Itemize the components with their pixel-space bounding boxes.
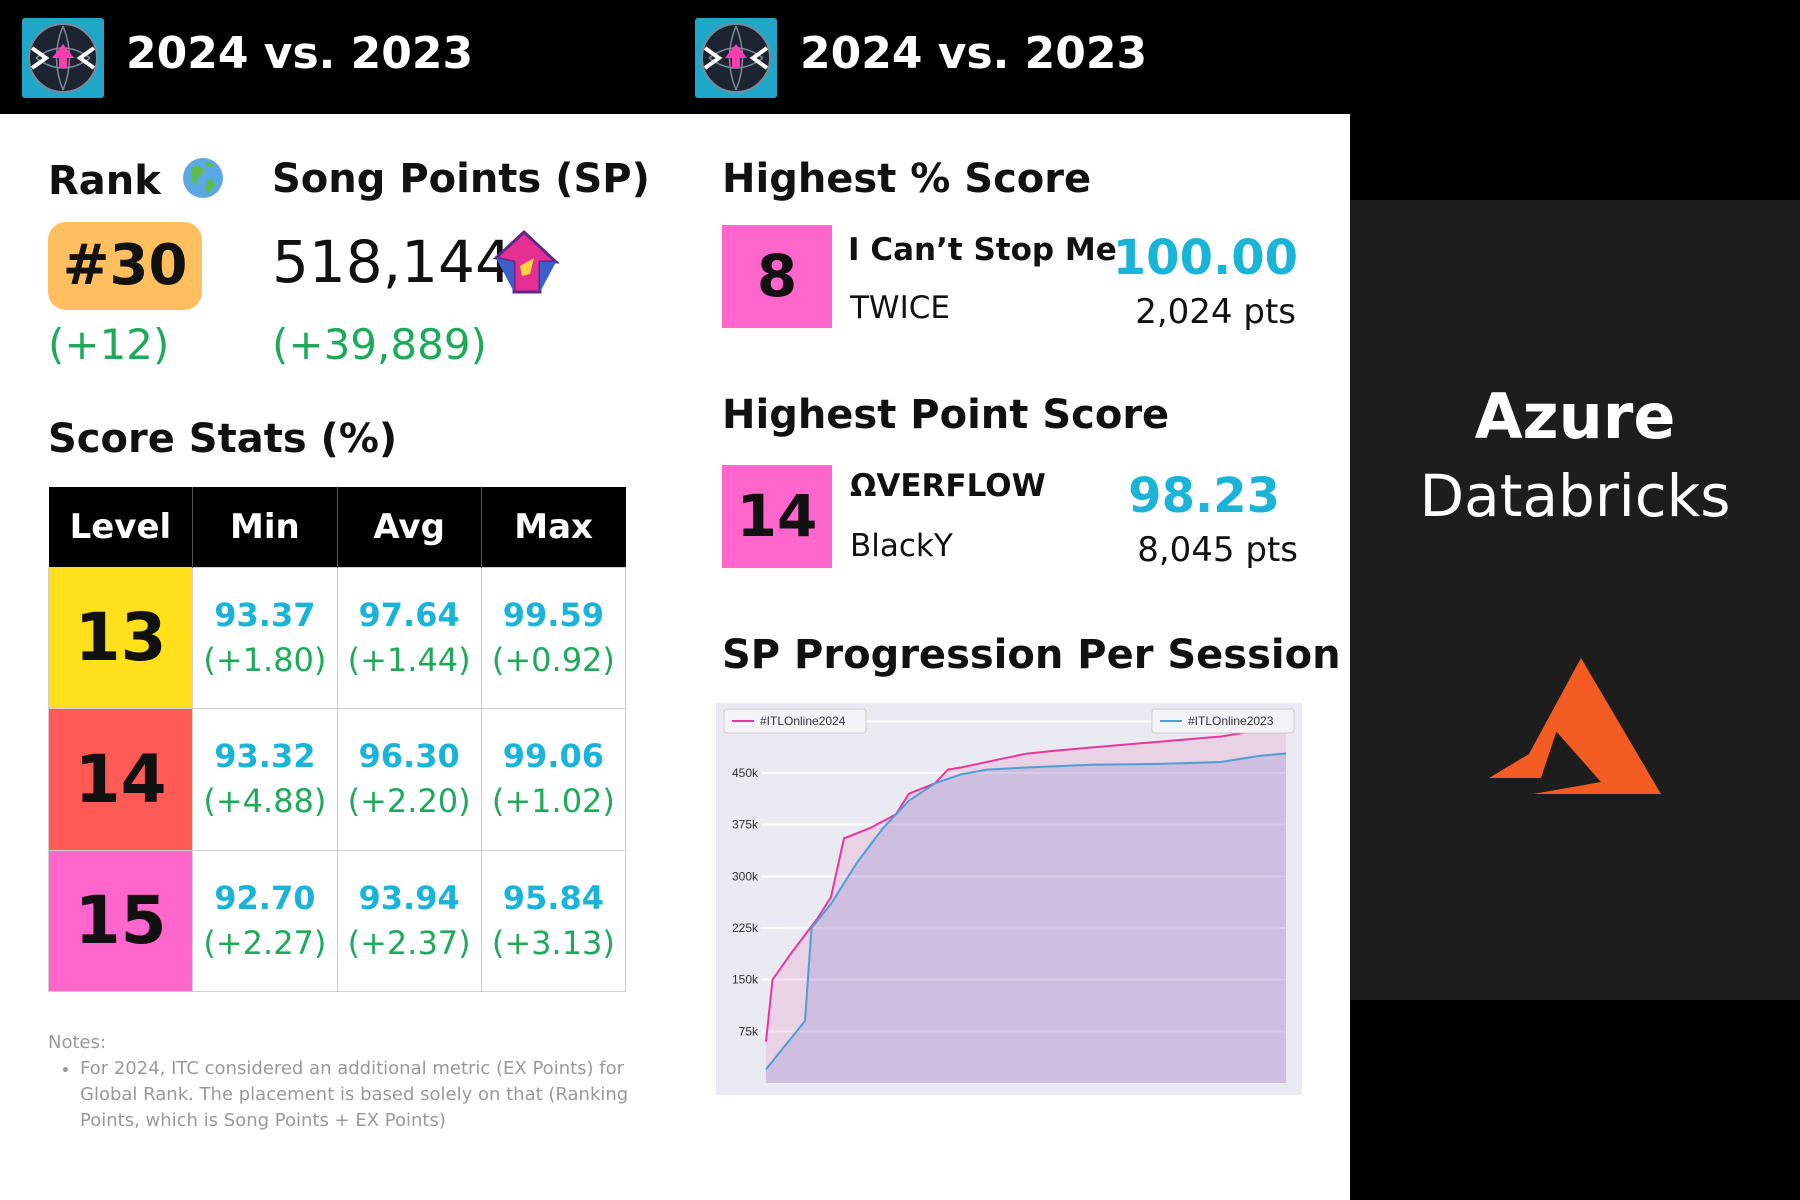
stat-cell: 93.94 (+2.37) (336, 849, 482, 992)
score-stats-table: Level Min Avg Max 13 93.37 (+1.80) 97.64 (… (47, 487, 627, 992)
stat-delta: (+2.37) (347, 923, 471, 962)
highest-point-song-title: ΩVERFLOW (850, 468, 1046, 504)
series-area (766, 753, 1286, 1083)
stat-delta: (+2.27) (203, 923, 327, 962)
azure-logo-icon (1489, 658, 1661, 794)
stat-value: 95.84 (502, 878, 604, 917)
stat-cell: 99.59 (+0.92) (480, 566, 627, 709)
azure-title: Azure (1474, 380, 1676, 453)
sp-arrow-icon (492, 229, 560, 294)
notes: Notes: For 2024, ITC considered an addit… (48, 1030, 638, 1134)
stat-value: 99.59 (502, 595, 604, 634)
itl-arrows-globe-icon (22, 18, 104, 98)
header-left: 2024 vs. 2023 (0, 0, 690, 114)
stat-delta: (+1.44) (347, 640, 471, 679)
highest-percent-score: 100.00 (1112, 230, 1298, 286)
stat-cell: 95.84 (+3.13) (480, 849, 627, 992)
series-line (765, 725, 1287, 1042)
azure-panel-top-band (1350, 0, 1800, 200)
azure-panel-bottom-band (1350, 1000, 1800, 1200)
stat-cell: 99.06 (+1.02) (480, 708, 627, 851)
sp-progression-chart-svg: 75k150k225k300k375k450k525k#ITLOnline202… (716, 703, 1302, 1095)
stat-delta: (+0.92) (491, 640, 615, 679)
stat-cell: 92.70 (+2.27) (192, 849, 338, 992)
stat-value: 93.94 (358, 878, 460, 917)
highest-percent-level: 8 (722, 225, 832, 328)
itl-logo (22, 18, 104, 98)
y-tick-label: 375k (732, 818, 759, 832)
stat-value: 96.30 (358, 737, 460, 776)
itl-logo (695, 18, 777, 98)
databricks-title: Databricks (1419, 462, 1731, 530)
stat-cell: 97.64 (+1.44) (336, 566, 482, 709)
highest-point-points: 8,045 pts (1137, 530, 1298, 570)
stat-cell: 96.30 (+2.20) (336, 708, 482, 851)
song-points-heading: Song Points (SP) (272, 156, 650, 202)
notes-label: Notes: (48, 1032, 107, 1053)
highest-percent-heading: Highest % Score (722, 156, 1092, 202)
series-line (765, 752, 1287, 1070)
stat-delta: (+3.13) (491, 923, 615, 962)
song-points-delta: (+39,889) (272, 320, 487, 369)
y-tick-label: 75k (739, 1024, 759, 1038)
notes-list: For 2024, ITC considered an additional m… (80, 1056, 638, 1134)
legend-label: #ITLOnline2023 (1188, 714, 1274, 728)
table-row: 13 93.37 (+1.80) 97.64 (+1.44) 99.59 (+0.92… (47, 566, 627, 709)
highest-point-level: 14 (722, 465, 832, 568)
y-tick-label: 450k (732, 766, 759, 780)
stat-value: 99.06 (502, 737, 604, 776)
stat-value: 97.64 (358, 595, 460, 634)
stat-delta: (+1.02) (491, 782, 615, 821)
legend-box (723, 708, 867, 734)
header-right: 2024 vs. 2023 (690, 0, 1350, 114)
highest-point-heading: Highest Point Score (722, 392, 1170, 438)
sp-progression-chart: 75k150k225k300k375k450k525k#ITLOnline202… (716, 703, 1302, 1095)
stat-value: 92.70 (214, 878, 316, 917)
stat-delta: (+2.20) (347, 782, 471, 821)
column-header: Min (192, 487, 338, 567)
level-cell: 15 (47, 849, 194, 992)
table-row: 15 92.70 (+2.27) 93.94 (+2.37) 95.84 (+3.13… (47, 849, 627, 992)
globe-americas-icon (182, 158, 223, 198)
highest-point-score: 98.23 (1128, 468, 1280, 524)
stat-value: 93.32 (214, 737, 316, 776)
level-cell: 13 (47, 566, 194, 709)
song-points-value: 518,144 (272, 228, 512, 296)
column-header: Avg (337, 487, 482, 567)
highest-percent-song-title: I Can’t Stop Me (848, 232, 1117, 268)
highest-percent-points: 2,024 pts (1135, 292, 1296, 332)
stat-cell: 93.32 (+4.88) (192, 708, 338, 851)
rank-heading-text: Rank (48, 158, 161, 204)
rank-delta: (+12) (48, 320, 170, 369)
column-header: Max (481, 487, 626, 567)
table-header-row: Level Min Avg Max (48, 487, 626, 567)
column-header: Level (48, 487, 194, 567)
stat-delta: (+4.88) (203, 782, 327, 821)
rank-heading: Rank (48, 156, 225, 204)
highest-percent-artist: TWICE (850, 290, 950, 326)
legend-box (1151, 708, 1295, 734)
highest-point-artist: BlackY (850, 528, 953, 564)
header-title: 2024 vs. 2023 (800, 28, 1148, 79)
azure-databricks-panel: Azure Databricks (1350, 200, 1800, 1000)
legend-label: #ITLOnline2024 (760, 714, 846, 728)
y-tick-label: 150k (732, 973, 759, 987)
y-tick-label: 225k (732, 921, 759, 935)
stat-value: 93.37 (214, 595, 316, 634)
list-item: For 2024, ITC considered an additional m… (80, 1056, 638, 1134)
score-stats-heading: Score Stats (%) (48, 416, 398, 462)
rank-badge: #30 (48, 222, 202, 310)
level-cell: 14 (47, 708, 194, 851)
progression-heading: SP Progression Per Session (722, 632, 1341, 678)
stat-cell: 93.37 (+1.80) (192, 566, 338, 709)
y-tick-label: 300k (732, 869, 759, 883)
table-row: 14 93.32 (+4.88) 96.30 (+2.20) 99.06 (+1.02… (47, 708, 627, 851)
header-title: 2024 vs. 2023 (126, 28, 474, 79)
stat-delta: (+1.80) (203, 640, 327, 679)
itl-arrows-globe-icon (695, 18, 777, 98)
